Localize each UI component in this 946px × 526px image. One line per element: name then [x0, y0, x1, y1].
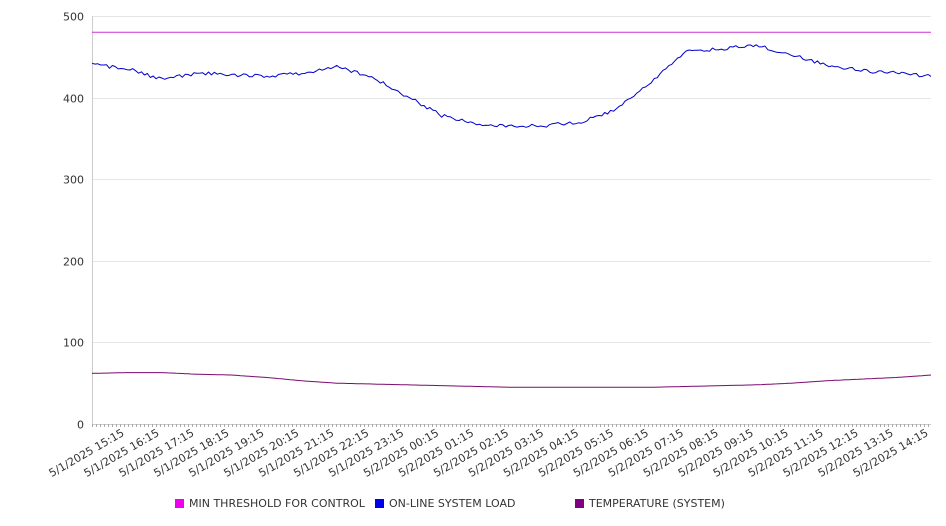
- y-tick-label: 300: [63, 174, 84, 187]
- y-tick-label: 100: [63, 337, 84, 350]
- series-line: [91, 372, 932, 388]
- legend-label-min-threshold: MIN THRESHOLD FOR CONTROL: [189, 497, 365, 510]
- y-tick-label: 200: [63, 256, 84, 269]
- legend-swatch-min-threshold: [175, 499, 184, 508]
- legend-label-system-load: ON-LINE SYSTEM LOAD: [389, 497, 516, 510]
- legend-swatch-system-load: [375, 499, 384, 508]
- legend-swatch-temperature: [575, 499, 584, 508]
- legend-item-system-load: ON-LINE SYSTEM LOAD: [375, 497, 515, 510]
- legend: MIN THRESHOLD FOR CONTROL ON-LINE SYSTEM…: [0, 497, 946, 515]
- y-tick-label: 400: [63, 93, 84, 106]
- series-line: [91, 44, 932, 128]
- y-tick-label: 0: [77, 419, 84, 432]
- legend-item-min-threshold: MIN THRESHOLD FOR CONTROL: [175, 497, 365, 510]
- legend-label-temperature: TEMPERATURE (SYSTEM): [589, 497, 725, 510]
- y-tick-label: 500: [63, 11, 84, 24]
- legend-item-temperature: TEMPERATURE (SYSTEM): [575, 497, 725, 510]
